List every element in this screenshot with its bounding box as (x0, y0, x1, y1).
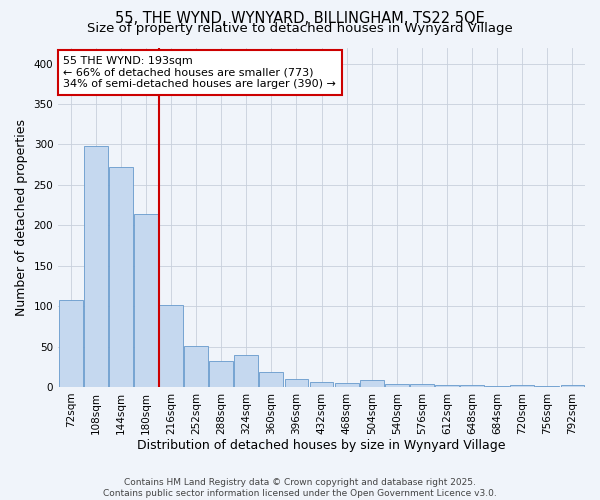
Bar (184, 346, 208, 387)
Bar (535, 386, 559, 387)
Bar (360, 380, 383, 387)
Bar (259, 372, 283, 387)
Bar (335, 383, 359, 387)
Text: 55, THE WYND, WYNYARD, BILLINGHAM, TS22 5QE: 55, THE WYND, WYNYARD, BILLINGHAM, TS22 … (115, 11, 485, 26)
Bar (84, 146, 108, 387)
Bar (284, 379, 308, 387)
Bar (59, 300, 83, 387)
Text: 55 THE WYND: 193sqm
← 66% of detached houses are smaller (773)
34% of semi-detac: 55 THE WYND: 193sqm ← 66% of detached ho… (64, 56, 337, 89)
Bar (485, 386, 509, 387)
Bar (435, 384, 459, 387)
Bar (410, 384, 434, 387)
Y-axis label: Number of detached properties: Number of detached properties (15, 118, 28, 316)
Bar (109, 167, 133, 387)
Bar (209, 361, 233, 387)
Bar (385, 384, 409, 387)
Text: Contains HM Land Registry data © Crown copyright and database right 2025.
Contai: Contains HM Land Registry data © Crown c… (103, 478, 497, 498)
Bar (511, 384, 534, 387)
Bar (235, 354, 258, 387)
Bar (159, 306, 183, 387)
Bar (134, 214, 158, 387)
Bar (460, 386, 484, 387)
Bar (310, 382, 334, 387)
Text: Size of property relative to detached houses in Wynyard Village: Size of property relative to detached ho… (87, 22, 513, 35)
Bar (560, 386, 584, 387)
X-axis label: Distribution of detached houses by size in Wynyard Village: Distribution of detached houses by size … (137, 440, 506, 452)
